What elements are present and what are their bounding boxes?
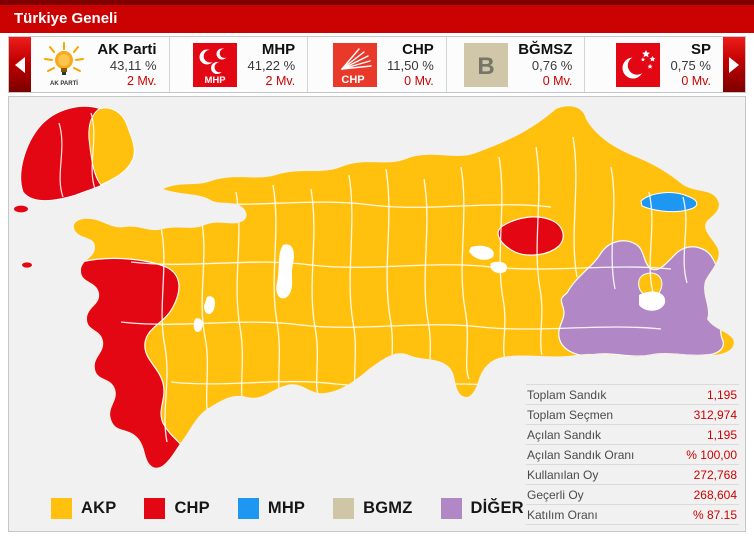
map-region-istanbul[interactable] [88,107,135,186]
map-region-anatolia[interactable] [73,106,734,468]
legend-label: AKP [81,499,117,517]
stats-row: Geçerli Oy 268,604 [526,485,739,505]
legend-label: MHP [267,499,306,517]
turkey-election-map[interactable] [11,97,743,493]
page-title: Türkiye Geneli [14,10,118,27]
bgmsz-logo-text: B [478,53,495,80]
map-region-island-1[interactable] [14,205,28,213]
party-seats: 2 Mv. [126,73,157,88]
legend-item-akp: AKP [51,498,116,519]
party-percent: 43,11 % [109,57,157,73]
prev-party-button[interactable] [9,37,31,92]
stats-row: Toplam Seçmen 312,974 [526,405,739,425]
stats-row: Açılan Sandık 1,195 [526,425,739,445]
akparti-logo-caption: AK PARTİ [50,80,78,87]
party-percent: 0,75 % [670,57,711,73]
thrace-province-borders [58,112,96,198]
sp-crescent-stars-icon [616,42,661,87]
party-name: CHP [402,40,434,58]
party-results-bar: AK PARTİ AK Parti 43,11 % 2 Mv. MHP MHP … [8,36,746,93]
party-name: MHP [261,40,296,58]
stats-row: Katılım Oranı % 87.15 [526,505,739,525]
legend-swatch-bgmz [333,498,355,519]
akparti-lightbulb-icon: AK PARTİ [44,41,85,87]
page-title-bar: Türkiye Geneli [0,5,754,35]
party-seats: 2 Mv. [265,73,296,88]
chp-logo-text: CHP [341,74,364,86]
party-cell-chp[interactable]: CHP CHP 11,50 % 0 Mv. [307,37,446,92]
party-cell-sp[interactable]: SP 0,75 % 0 Mv. [584,37,723,92]
map-region-island-2[interactable] [22,262,32,268]
top-dark-strip [0,0,754,5]
stats-value: % 87.15 [692,507,737,522]
map-legend: AKP CHP MHP BGMZ DİĞER [51,498,524,519]
stats-row: Toplam Sandık 1,195 [526,384,739,405]
legend-item-mhp: MHP [237,498,306,519]
party-seats: 0 Mv. [542,73,573,88]
stats-table: Toplam Sandık 1,195 Toplam Seçmen 312,97… [526,384,739,525]
chp-six-arrows-icon: CHP [333,42,378,87]
party-percent: 0,76 % [531,57,573,73]
stats-value: 272,768 [693,467,737,482]
lakes [193,244,666,332]
stats-label: Kullanılan Oy [527,467,599,482]
stats-value: 1,195 [706,427,737,442]
stats-value: 1,195 [706,387,737,402]
stats-label: Toplam Seçmen [527,407,614,422]
legend-label: BGMZ [363,499,413,517]
party-name: AK Parti [97,40,157,58]
party-cell-mhp[interactable]: MHP MHP 41,22 % 2 Mv. [168,37,308,92]
legend-label: DİĞER [470,499,524,517]
party-cell-akparti[interactable]: AK PARTİ AK Parti 43,11 % 2 Mv. [31,37,169,92]
legend-swatch-akp [51,498,72,519]
stats-value: % 100,00 [686,447,737,462]
stats-value: 268,604 [693,487,737,502]
party-percent: 11,50 % [387,57,434,73]
stats-label: Geçerli Oy [527,487,584,502]
legend-item-bgmz: BGMZ [333,498,412,519]
party-seats: 0 Mv. [681,73,711,88]
legend-label: CHP [174,499,210,517]
stats-label: Toplam Sandık [527,387,607,402]
independent-b-icon: B [464,42,509,87]
stats-row: Kullanılan Oy 272,768 [526,465,739,485]
legend-swatch-diger [440,498,462,519]
mhp-three-crescents-icon: MHP [193,42,238,87]
chevron-left-icon [15,56,25,73]
party-name: SP [690,40,711,58]
legend-item-diger: DİĞER [440,498,524,519]
mhp-logo-text: MHP [205,75,227,86]
stats-label: Katılım Oranı [527,507,598,522]
stats-label: Açılan Sandık Oranı [527,447,635,462]
legend-item-chp: CHP [144,498,210,519]
party-seats: 0 Mv. [404,73,434,88]
legend-swatch-chp [144,498,166,519]
party-cell-bgmsz[interactable]: B BĞMSZ 0,76 % 0 Mv. [445,37,585,92]
map-panel: AKP CHP MHP BGMZ DİĞER Toplam Sandık 1,1… [8,96,746,532]
legend-swatch-mhp [237,498,259,519]
stats-label: Açılan Sandık [527,427,602,442]
map-region-tunceli[interactable] [497,216,564,256]
next-party-button[interactable] [722,37,745,92]
party-name: BĞMSZ [518,40,573,58]
stats-value: 312,974 [693,407,737,422]
chevron-right-icon [728,56,739,73]
party-percent: 41,22 % [247,57,296,73]
stats-row: Açılan Sandık Oranı % 100,00 [526,445,739,465]
